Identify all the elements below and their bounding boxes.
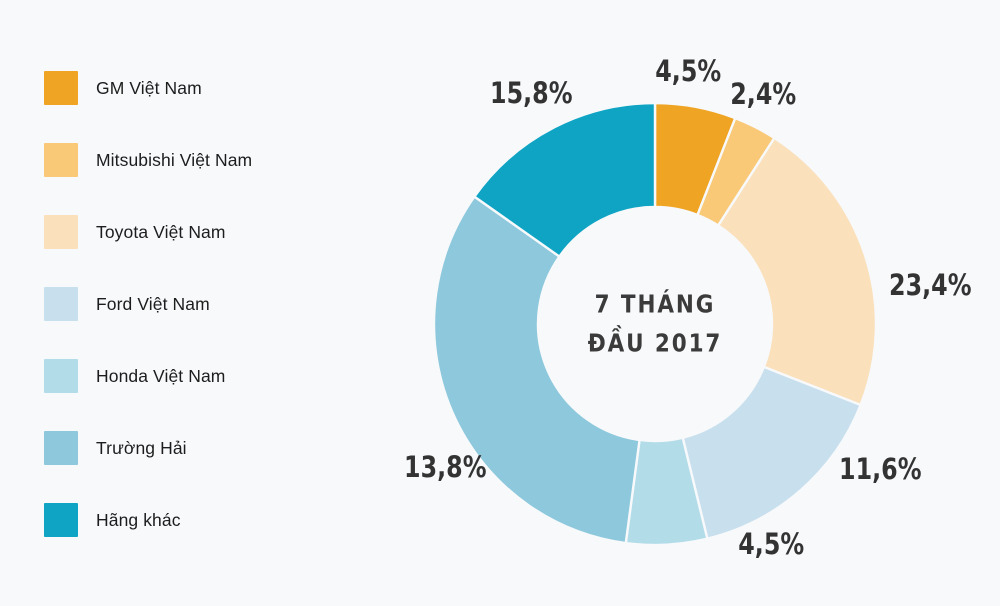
pct-label-honda: 4,5% bbox=[738, 527, 805, 561]
legend-label-mitsubishi: Mitsubishi Việt Nam bbox=[96, 149, 253, 170]
chart-legend: GM Việt Nam Mitsubishi Việt Nam Toyota V… bbox=[44, 52, 364, 556]
pct-label-gm: 4,5% bbox=[655, 54, 722, 88]
donut-slice[interactable] bbox=[432, 194, 641, 545]
pct-label-ford: 11,6% bbox=[839, 452, 922, 486]
legend-swatch-mitsubishi bbox=[44, 143, 78, 177]
donut-slice[interactable] bbox=[624, 436, 709, 547]
center-caption-line-1: 7 THÁNG bbox=[594, 289, 716, 319]
legend-label-ford: Ford Việt Nam bbox=[96, 293, 210, 314]
legend-label-truong-hai: Trường Hải bbox=[96, 437, 187, 458]
legend-item-gm[interactable]: GM Việt Nam bbox=[44, 52, 364, 124]
legend-item-toyota[interactable]: Toyota Việt Nam bbox=[44, 196, 364, 268]
donut-slice[interactable] bbox=[716, 136, 878, 407]
pct-label-hangkhac: 15,8% bbox=[490, 76, 573, 110]
legend-swatch-truong-hai bbox=[44, 431, 78, 465]
legend-swatch-gm bbox=[44, 71, 78, 105]
legend-item-ford[interactable]: Ford Việt Nam bbox=[44, 268, 364, 340]
legend-swatch-toyota bbox=[44, 215, 78, 249]
pct-label-truonghai: 13,8% bbox=[404, 450, 487, 484]
legend-item-mitsubishi[interactable]: Mitsubishi Việt Nam bbox=[44, 124, 364, 196]
legend-swatch-hang-khac bbox=[44, 503, 78, 537]
donut-slice[interactable] bbox=[695, 116, 777, 228]
donut-center-caption: 7 THÁNG ĐẦU 2017 bbox=[550, 285, 760, 363]
legend-label-gm: GM Việt Nam bbox=[96, 77, 202, 98]
legend-item-hang-khac[interactable]: Hãng khác bbox=[44, 484, 364, 556]
legend-item-truong-hai[interactable]: Trường Hải bbox=[44, 412, 364, 484]
legend-swatch-ford bbox=[44, 287, 78, 321]
legend-label-honda: Honda Việt Nam bbox=[96, 365, 226, 386]
legend-item-honda[interactable]: Honda Việt Nam bbox=[44, 340, 364, 412]
pct-label-toyota: 23,4% bbox=[889, 268, 972, 302]
center-caption-line-2: ĐẦU 2017 bbox=[587, 328, 723, 357]
legend-label-hang-khac: Hãng khác bbox=[96, 509, 181, 530]
donut-slice[interactable] bbox=[472, 101, 657, 259]
donut-slice[interactable] bbox=[681, 365, 863, 541]
pct-label-mitsubishi: 2,4% bbox=[730, 77, 797, 111]
legend-label-toyota: Toyota Việt Nam bbox=[96, 221, 226, 242]
donut-slice[interactable] bbox=[653, 101, 737, 217]
legend-swatch-honda bbox=[44, 359, 78, 393]
